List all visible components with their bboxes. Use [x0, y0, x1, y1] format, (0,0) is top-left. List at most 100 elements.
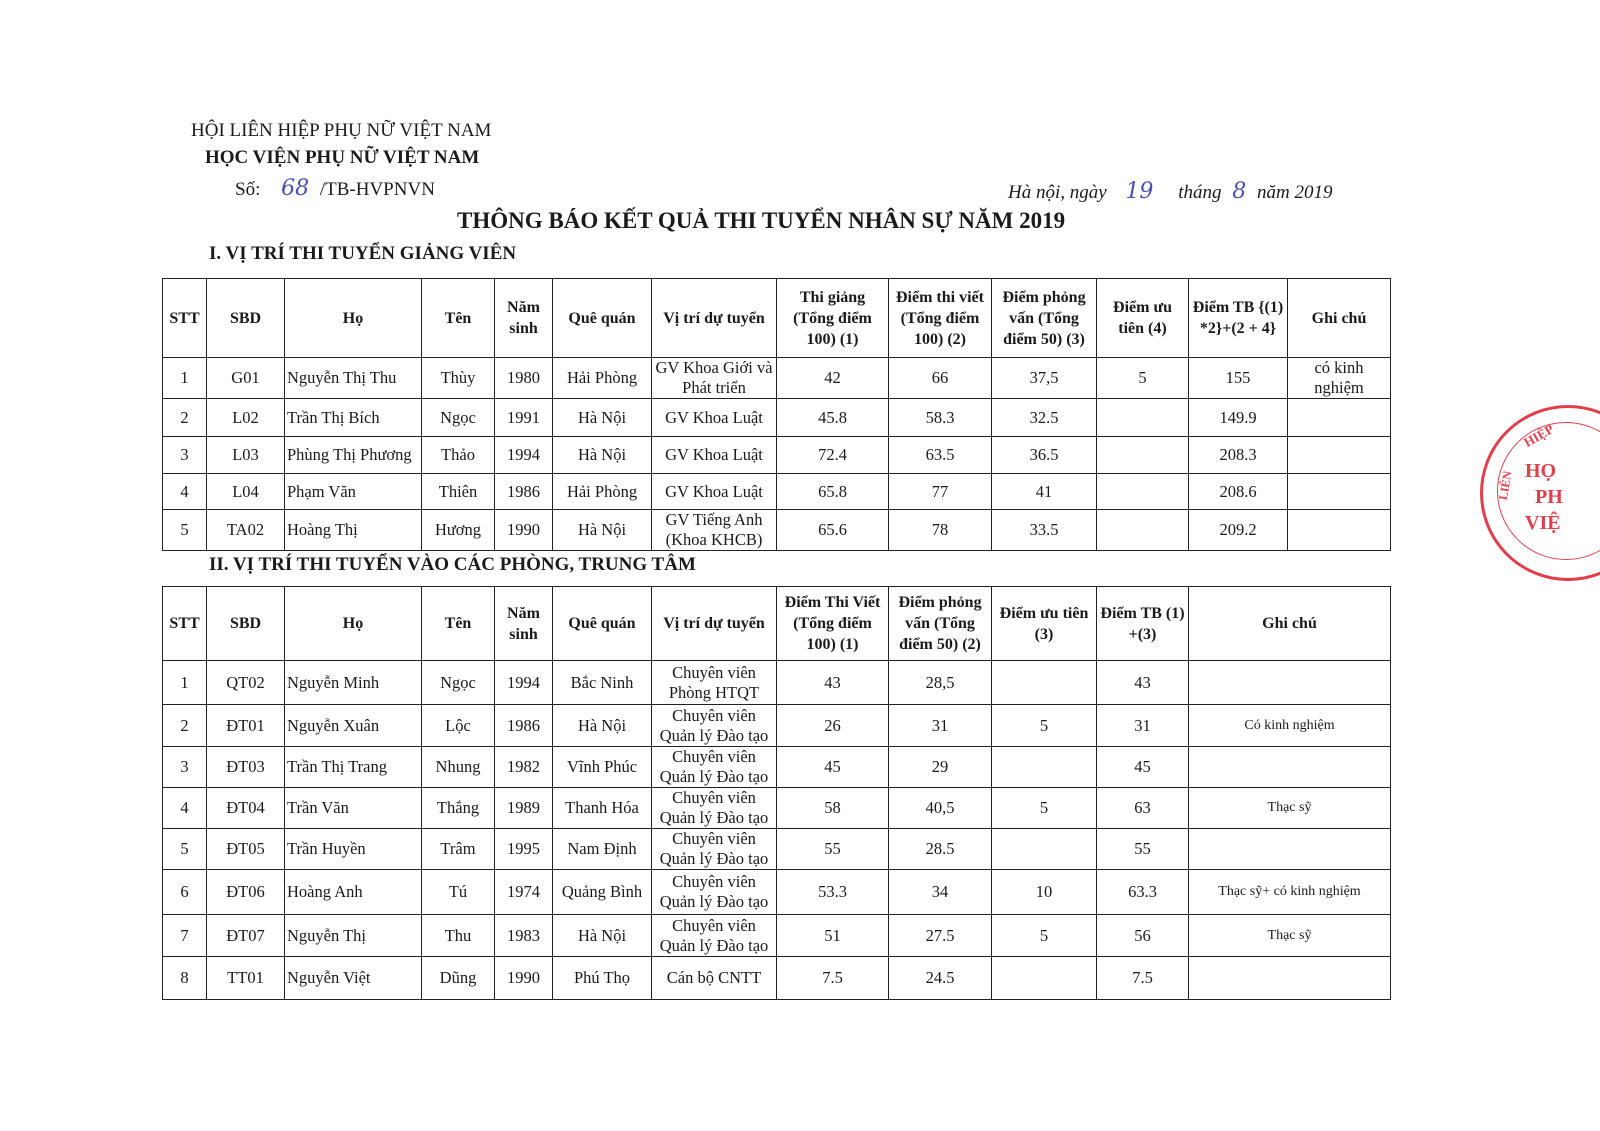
column-header: Năm sinh: [494, 278, 553, 358]
table-cell: 1: [162, 660, 207, 705]
column-header: Quê quán: [552, 586, 652, 661]
table-cell: 1986: [494, 473, 553, 510]
table-cell: 78: [888, 509, 992, 551]
column-header: Vị trí dự tuyển: [651, 278, 777, 358]
column-header: Năm sinh: [494, 586, 553, 661]
table-cell: 208.3: [1188, 436, 1288, 474]
column-header: Vị trí dự tuyển: [651, 586, 777, 661]
table-cell: Hà Nội: [552, 914, 652, 957]
table-cell: [1287, 436, 1391, 474]
table-cell: Thảo: [421, 436, 495, 474]
table-cell: Phùng Thị Phương: [284, 436, 422, 474]
table-row: 5 ĐT05 Trần Huyền Trâm 1995 Nam Định Chuyên vi…: [162, 828, 1391, 870]
column-header: Điểm TB {(1) *2}+(2 + 4}: [1188, 278, 1288, 358]
table-cell: 45: [776, 746, 889, 788]
table-cell: Ngọc: [421, 398, 495, 437]
table-cell: Thanh Hóa: [552, 787, 652, 829]
year-text: năm 2019: [1256, 182, 1333, 203]
table-cell: Chuyên viên Quản lý Đào tạo: [651, 746, 777, 788]
column-header: Thi giảng (Tổng điểm 100) (1): [776, 278, 889, 358]
table-cell: Hoàng Thị: [284, 509, 422, 551]
table-cell: 65.6: [776, 509, 889, 551]
table-cell: Thạc sỹ: [1188, 787, 1391, 829]
table-cell: 1983: [494, 914, 553, 957]
table-cell: Nam Định: [552, 828, 652, 870]
table-cell: 3: [162, 746, 207, 788]
staff-results-table: STT SBD Họ Tên Năm sinh Quê quán Vị trí dự tuy…: [162, 586, 1391, 1000]
table-cell: 7: [162, 914, 207, 957]
table-cell: 209.2: [1188, 509, 1288, 551]
table-cell: Trần Thị Bích: [284, 398, 422, 437]
table-cell: Thạc sỹ: [1188, 914, 1391, 957]
table-cell: 55: [776, 828, 889, 870]
column-header: Ghi chú: [1188, 586, 1391, 661]
month-label: tháng: [1178, 182, 1222, 203]
document-number: Số: 68 /TB-HVPNVN: [235, 176, 435, 201]
table-cell: 7.5: [1096, 956, 1189, 1000]
table-cell: [1287, 398, 1391, 437]
table-cell: [1188, 660, 1391, 705]
column-header: Họ: [284, 278, 422, 358]
section2-heading: II. VỊ TRÍ THI TUYỂN VÀO CÁC PHÒNG, TRUN…: [209, 554, 696, 575]
table-cell: Nguyễn Thị Thu: [284, 357, 422, 399]
table-cell: Bắc Ninh: [552, 660, 652, 705]
table-cell: Chuyên viên Quản lý Đào tạo: [651, 828, 777, 870]
table-cell: [991, 660, 1097, 705]
table-cell: Chuyên viên Quản lý Đào tạo: [651, 787, 777, 829]
column-header: SBD: [206, 278, 285, 358]
column-header: Điểm thi viết (Tổng điểm 100) (2): [888, 278, 992, 358]
document-date: Hà nội, ngày 19 tháng 8 năm 2019: [1008, 179, 1332, 204]
number-handwritten: 68: [281, 176, 310, 201]
table-cell: Hải Phòng: [552, 473, 652, 510]
table-cell: [1188, 956, 1391, 1000]
table-cell: 63: [1096, 787, 1189, 829]
table-cell: TT01: [206, 956, 285, 1000]
table-cell: 29: [888, 746, 992, 788]
table-cell: Thùy: [421, 357, 495, 399]
table-cell: ĐT03: [206, 746, 285, 788]
table-cell: 1995: [494, 828, 553, 870]
table-cell: 3: [162, 436, 207, 474]
table-cell: 45.8: [776, 398, 889, 437]
table-cell: Hải Phòng: [552, 357, 652, 399]
table-cell: Trần Thị Trang: [284, 746, 422, 788]
table-cell: 33.5: [991, 509, 1097, 551]
table-cell: 58: [776, 787, 889, 829]
table-row: 3 ĐT03 Trần Thị Trang Nhung 1982 Vĩnh Phúc Chu…: [162, 746, 1391, 788]
table-cell: 42: [776, 357, 889, 399]
table-cell: 1994: [494, 660, 553, 705]
table-cell: Hà Nội: [552, 436, 652, 474]
table-cell: Chuyên viên Phòng HTQT: [651, 660, 777, 705]
table-cell: 37,5: [991, 357, 1097, 399]
date-month: 8: [1232, 179, 1247, 204]
table-cell: 6: [162, 869, 207, 915]
column-header: Điểm phỏng vấn (Tổng điểm 50) (3): [991, 278, 1097, 358]
column-header: STT: [162, 586, 207, 661]
table-cell: ĐT06: [206, 869, 285, 915]
table-cell: Hà Nội: [552, 509, 652, 551]
table-cell: Hương: [421, 509, 495, 551]
table-cell: [1188, 828, 1391, 870]
table-cell: ĐT01: [206, 704, 285, 747]
table-cell: Có kinh nghiệm: [1188, 704, 1391, 747]
table-cell: 155: [1188, 357, 1288, 399]
table-cell: 4: [162, 473, 207, 510]
table-row: 8 TT01 Nguyễn Việt Dũng 1990 Phú Thọ Cán bộ CN…: [162, 956, 1391, 1000]
number-suffix: /TB-HVPNVN: [319, 179, 435, 200]
table-cell: Quảng Bình: [552, 869, 652, 915]
table-cell: ĐT07: [206, 914, 285, 957]
table-row: 4 ĐT04 Trần Văn Thắng 1989 Thanh Hóa Chuyên vi…: [162, 787, 1391, 829]
official-stamp: HIỆP LIÊN HỌ PH VIỆ: [1480, 405, 1600, 581]
table-cell: 1986: [494, 704, 553, 747]
table-cell: [1096, 509, 1189, 551]
table-cell: 53.3: [776, 869, 889, 915]
column-header: Điểm TB (1) +(3): [1096, 586, 1189, 661]
table-cell: 1989: [494, 787, 553, 829]
column-header: Họ: [284, 586, 422, 661]
table-cell: Tú: [421, 869, 495, 915]
table-cell: 1: [162, 357, 207, 399]
table-cell: 45: [1096, 746, 1189, 788]
table-cell: [1096, 436, 1189, 474]
table-cell: 5: [162, 828, 207, 870]
table-cell: [1287, 473, 1391, 510]
